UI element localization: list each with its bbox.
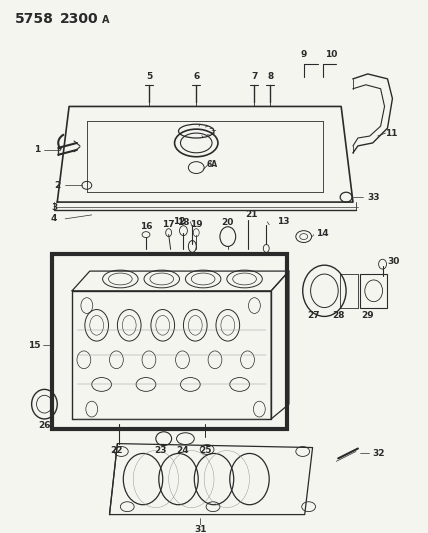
Text: 24: 24	[176, 446, 189, 455]
Text: 23: 23	[155, 446, 167, 455]
Text: 10: 10	[325, 50, 338, 59]
Text: 21: 21	[245, 211, 258, 220]
Text: 5758: 5758	[15, 12, 54, 26]
Text: 32: 32	[373, 449, 385, 458]
Text: 33: 33	[368, 192, 380, 201]
Text: 13: 13	[277, 217, 290, 227]
Text: 2: 2	[54, 181, 60, 190]
Text: 1: 1	[34, 146, 41, 155]
Text: 29: 29	[362, 311, 374, 320]
Text: 6: 6	[193, 72, 199, 82]
Text: 19: 19	[190, 220, 202, 229]
Text: 28: 28	[332, 311, 345, 320]
Text: 30: 30	[387, 257, 400, 266]
Text: 17: 17	[162, 220, 175, 229]
Text: 18: 18	[177, 219, 190, 227]
Text: 8: 8	[267, 72, 273, 82]
Text: 15: 15	[28, 341, 41, 350]
Text: 16: 16	[140, 222, 152, 231]
Text: 20: 20	[222, 219, 234, 227]
Text: 22: 22	[110, 446, 123, 455]
Bar	[360, 274, 387, 308]
Text: 12: 12	[173, 217, 185, 227]
Text: 14: 14	[317, 229, 329, 238]
Text: 4: 4	[51, 214, 57, 223]
Text: 11: 11	[386, 128, 398, 138]
Text: 27: 27	[307, 311, 320, 320]
Text: 6A: 6A	[206, 160, 217, 169]
Text: 25: 25	[199, 446, 211, 455]
Text: 26: 26	[38, 422, 51, 430]
Text: 9: 9	[300, 50, 307, 59]
Bar	[52, 254, 287, 429]
Text: 7: 7	[251, 72, 258, 82]
Text: 5: 5	[146, 72, 152, 82]
Text: 3: 3	[51, 203, 57, 212]
Text: A: A	[101, 15, 109, 25]
Text: 2300: 2300	[60, 12, 99, 26]
Text: 31: 31	[194, 525, 206, 533]
